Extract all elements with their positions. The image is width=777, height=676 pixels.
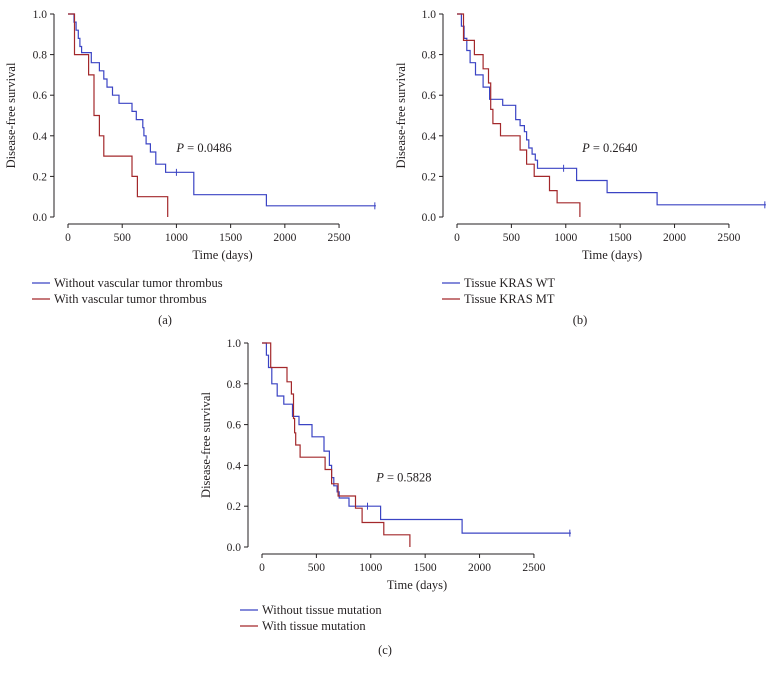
y-tick-label: 0.6 [227, 420, 242, 432]
legend-label: With vascular tumor thrombus [54, 292, 207, 306]
x-axis-label: Time (days) [387, 578, 447, 592]
y-tick-label: 0.2 [227, 501, 242, 513]
legend-label: Tissue KRAS MT [464, 292, 555, 306]
x-tick-label: 2000 [273, 232, 296, 244]
chart-panel: 0.0 0.2 0.4 0.6 0.8 1.0 0 500 1000 1500 2000 2500 Ti… [199, 338, 571, 657]
legend-label: Tissue KRAS WT [464, 276, 555, 290]
x-tick-label: 2000 [468, 562, 491, 574]
y-tick-label: 1.0 [422, 9, 437, 21]
y-tick-label: 0.4 [422, 131, 437, 143]
panel-label: (a) [158, 313, 172, 327]
x-tick-label: 2500 [717, 232, 740, 244]
y-axis-label: Disease-free survival [199, 392, 213, 498]
y-tick-label: 0.2 [422, 171, 437, 183]
y-tick-label: 0.8 [422, 50, 437, 62]
x-tick-label: 1000 [359, 562, 382, 574]
survival-curve [262, 342, 571, 534]
legend-label: Without vascular tumor thrombus [54, 276, 223, 290]
survival-curve [457, 13, 581, 217]
y-tick-label: 0.0 [33, 212, 48, 224]
x-tick-label: 1500 [219, 232, 242, 244]
x-tick-label: 0 [65, 232, 71, 244]
y-axis-label: Disease-free survival [394, 62, 408, 168]
y-axis-label: Disease-free survival [4, 62, 18, 168]
x-tick-label: 0 [454, 232, 460, 244]
x-tick-label: 1500 [609, 232, 632, 244]
y-tick-label: 0.4 [33, 131, 48, 143]
x-tick-label: 0 [259, 562, 265, 574]
x-axis-label: Time (days) [582, 248, 642, 262]
chart-panel: 0.0 0.2 0.4 0.6 0.8 1.0 0 500 1000 1500 2000 2500 Ti… [4, 9, 376, 327]
x-tick-label: 1000 [165, 232, 188, 244]
y-tick-label: 0.0 [422, 212, 437, 224]
x-tick-label: 500 [503, 232, 521, 244]
y-tick-label: 0.4 [227, 460, 242, 472]
y-tick-label: 0.2 [33, 171, 48, 183]
legend-label: Without tissue mutation [262, 603, 382, 617]
y-tick-label: 0.6 [422, 90, 437, 102]
p-value-label: P = 0.0486 [175, 141, 231, 155]
panel-label: (b) [573, 313, 588, 327]
p-value-label: P = 0.5828 [375, 471, 431, 485]
y-tick-label: 0.8 [227, 379, 242, 391]
x-tick-label: 500 [114, 232, 132, 244]
x-tick-label: 1000 [554, 232, 577, 244]
survival-curve [262, 342, 411, 547]
p-value-label: P = 0.2640 [581, 141, 637, 155]
y-tick-label: 0.6 [33, 90, 48, 102]
x-tick-label: 2000 [663, 232, 686, 244]
survival-curve [457, 13, 766, 206]
x-tick-label: 2500 [522, 562, 545, 574]
chart-panel: 0.0 0.2 0.4 0.6 0.8 1.0 0 500 1000 1500 2000 2500 Ti… [394, 9, 766, 327]
y-tick-label: 0.8 [33, 50, 48, 62]
survival-curve [68, 13, 169, 217]
x-tick-label: 500 [308, 562, 326, 574]
panel-label: (c) [378, 643, 392, 657]
x-tick-label: 2500 [328, 232, 351, 244]
y-tick-label: 1.0 [227, 338, 242, 350]
x-tick-label: 1500 [414, 562, 437, 574]
y-tick-label: 1.0 [33, 9, 48, 21]
legend-label: With tissue mutation [262, 619, 366, 633]
x-axis-label: Time (days) [192, 248, 252, 262]
y-tick-label: 0.0 [227, 542, 242, 554]
survival-curve [68, 13, 376, 207]
